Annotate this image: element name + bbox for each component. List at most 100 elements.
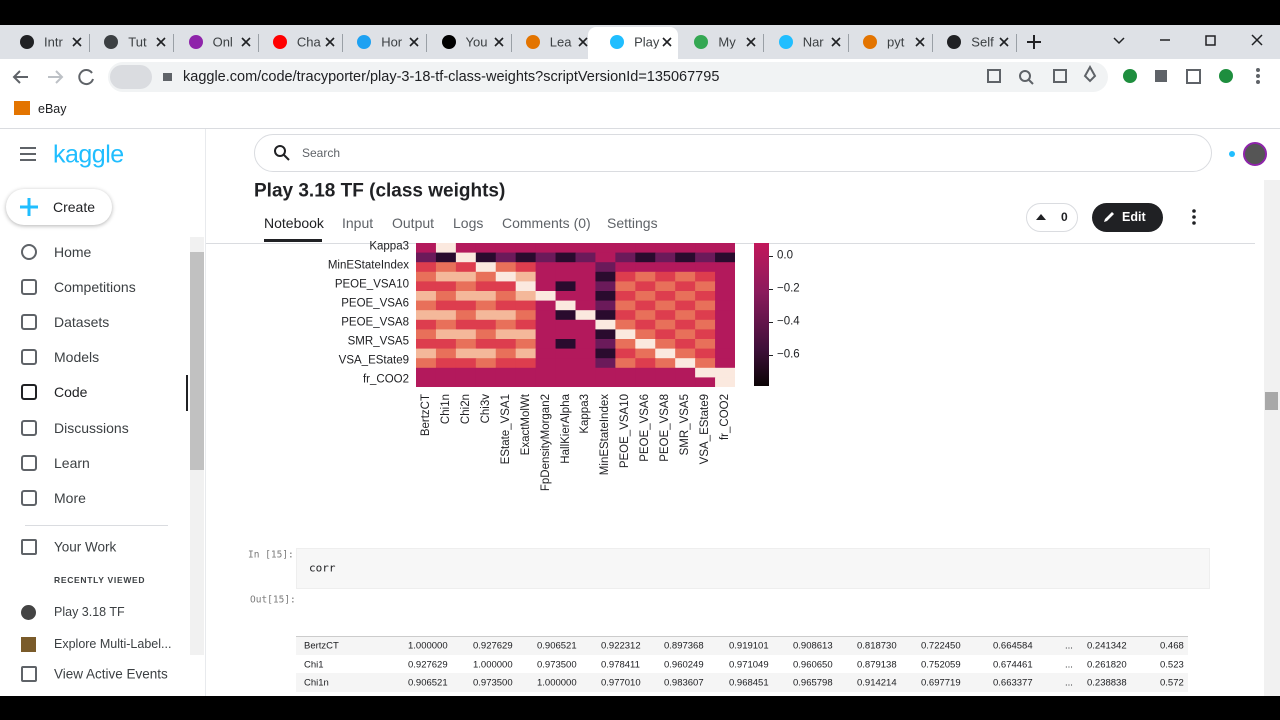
tab-title[interactable]: Tut — [128, 35, 147, 49]
column-label: BertzCT — [419, 394, 432, 437]
notebook-tab[interactable]: Logs — [453, 215, 484, 231]
heatmap-cell — [695, 377, 716, 387]
heatmap-cell — [655, 348, 676, 359]
tab-title[interactable]: Play — [634, 35, 660, 49]
nav-icon — [21, 384, 37, 400]
notebook-tab[interactable]: Notebook — [264, 215, 324, 231]
heatmap-cell — [615, 281, 636, 292]
nav-item[interactable]: Home — [54, 244, 92, 260]
heatmap-cell — [495, 319, 517, 330]
sidebar-scroll-thumb[interactable] — [190, 252, 204, 470]
nav-item[interactable]: Learn — [54, 455, 90, 471]
heatmap-cell — [435, 300, 457, 311]
table-cell: 0.973500 — [473, 677, 513, 689]
edit-button[interactable] — [1092, 203, 1163, 232]
table-cell: 0.261820 — [1087, 658, 1127, 670]
heatmap-cell — [555, 310, 576, 321]
tab-title[interactable]: Intr — [44, 35, 63, 49]
tab-close[interactable] — [72, 37, 82, 47]
code-cell[interactable] — [296, 548, 1210, 589]
tab-close[interactable] — [241, 37, 251, 47]
notebook-tab[interactable]: Settings — [607, 215, 658, 231]
tab-close[interactable] — [915, 37, 925, 47]
tab-title[interactable]: Self — [971, 35, 994, 49]
omnibox[interactable] — [108, 62, 1108, 92]
notebook-tab[interactable]: Comments (0) — [502, 215, 591, 231]
notebook-tab[interactable]: Output — [392, 215, 435, 231]
heatmap-cell — [495, 367, 517, 378]
tab-title[interactable]: Onl — [212, 35, 233, 49]
nav-item[interactable]: Datasets — [54, 314, 110, 330]
create-icon — [20, 198, 38, 216]
tab-title[interactable]: Nar — [802, 35, 824, 49]
heatmap-cell — [455, 319, 477, 330]
heatmap-cell — [515, 291, 537, 302]
notebook-tab[interactable]: Input — [342, 215, 374, 231]
heatmap-cell — [475, 262, 497, 273]
heatmap-cell — [495, 291, 517, 302]
address-url[interactable]: kaggle.com/code/tracyporter/play-3-18-tf… — [183, 68, 720, 85]
tab-close[interactable] — [578, 37, 588, 47]
table-cell: 0.919101 — [729, 640, 769, 652]
recent-item[interactable]: Play 3.18 TF — [54, 604, 125, 619]
heatmap-cell — [615, 310, 636, 321]
tab-close[interactable] — [409, 37, 419, 47]
heatmap-cell — [435, 348, 457, 359]
nav-item[interactable]: Competitions — [54, 279, 136, 295]
more-menu[interactable] — [1188, 208, 1200, 226]
tab-close[interactable] — [156, 37, 166, 47]
tab-title[interactable]: Cha — [296, 35, 321, 49]
heatmap-cell — [416, 281, 437, 292]
heatmap-cell — [515, 319, 537, 330]
heatmap-cell — [595, 262, 616, 273]
heatmap-cell — [575, 339, 596, 350]
tab-close[interactable] — [662, 37, 672, 47]
nav-item[interactable]: Models — [54, 349, 100, 365]
create-label[interactable]: Create — [53, 199, 96, 215]
tab-title[interactable]: You — [465, 35, 488, 49]
heatmap-cell — [495, 310, 517, 321]
search-placeholder[interactable]: Search — [302, 146, 341, 160]
upvote-icon[interactable] — [1035, 211, 1047, 223]
heatmap-cell — [555, 339, 576, 350]
kaggle-logo[interactable]: kaggle — [53, 140, 124, 169]
your-work[interactable]: Your Work — [54, 539, 117, 555]
heatmap-cell — [555, 281, 576, 292]
heatmap-cell — [575, 243, 596, 254]
tab-title[interactable]: pyt — [887, 35, 905, 49]
heatmap-cell — [455, 252, 477, 263]
tab-title[interactable]: My — [718, 35, 736, 49]
edit-label[interactable]: Edit — [1122, 209, 1146, 224]
vpn-badge[interactable] — [110, 65, 152, 89]
table-cell: ... — [1065, 640, 1073, 652]
view-events[interactable]: View Active Events — [54, 666, 168, 682]
table-cell: 0.818730 — [857, 640, 897, 652]
menu-icon[interactable] — [18, 145, 38, 163]
colorbar — [754, 243, 769, 386]
tab-close[interactable] — [831, 37, 841, 47]
tab-title[interactable]: Hor — [381, 35, 403, 49]
table-cell: 0.973500 — [537, 658, 577, 670]
new-tab[interactable] — [1024, 34, 1044, 50]
page-scroll-thumb[interactable] — [1265, 392, 1278, 410]
heatmap-cell — [575, 377, 596, 387]
heatmap-cell — [555, 300, 576, 311]
heatmap-cell — [615, 339, 636, 350]
nav-item[interactable]: Discussions — [54, 420, 129, 436]
tab-title[interactable]: Lea — [549, 35, 572, 49]
heatmap-cell — [595, 271, 616, 282]
tab-close[interactable] — [746, 37, 756, 47]
nav-item[interactable]: More — [54, 490, 86, 506]
bookmark[interactable]: eBay — [38, 101, 67, 116]
search-box[interactable] — [254, 134, 1212, 172]
heatmap-cell — [715, 319, 735, 330]
vote-pill[interactable] — [1026, 203, 1078, 232]
account[interactable] — [1226, 140, 1270, 168]
tab-close[interactable] — [999, 37, 1009, 47]
recent-item[interactable]: Explore Multi-Label... — [54, 636, 172, 651]
tab-close[interactable] — [325, 37, 335, 47]
nav-item[interactable]: Code — [54, 384, 88, 400]
code-text: corr — [309, 561, 336, 575]
tab-close[interactable] — [493, 37, 504, 47]
active-tab[interactable] — [588, 27, 679, 59]
